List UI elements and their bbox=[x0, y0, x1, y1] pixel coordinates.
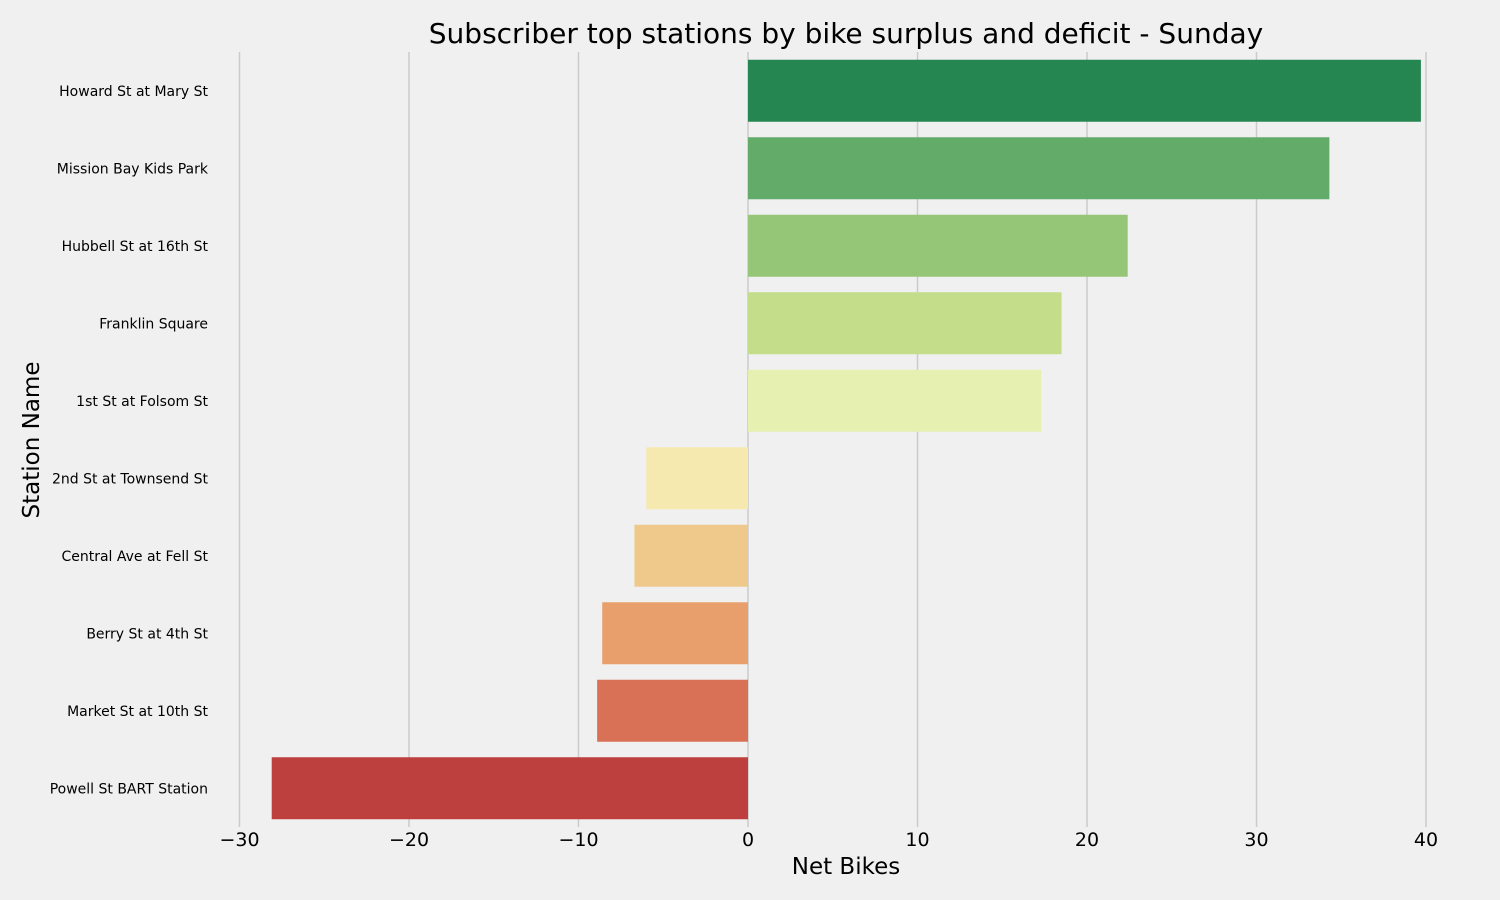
x-tick-label: 0 bbox=[742, 829, 754, 851]
category-label: Central Ave at Fell St bbox=[61, 549, 208, 565]
x-tick-label: 30 bbox=[1244, 829, 1268, 851]
category-label: Franklin Square bbox=[99, 316, 208, 332]
x-axis-title: Net Bikes bbox=[792, 854, 901, 880]
bar bbox=[748, 369, 1042, 432]
bar bbox=[634, 524, 748, 587]
category-label: 2nd St at Townsend St bbox=[52, 471, 209, 487]
chart-title: Subscriber top stations by bike surplus … bbox=[429, 17, 1263, 50]
bar bbox=[748, 137, 1330, 200]
bar bbox=[748, 214, 1128, 277]
bars bbox=[271, 59, 1421, 820]
category-label: Berry St at 4th St bbox=[86, 626, 208, 642]
x-tick-label: −10 bbox=[558, 829, 598, 851]
bar bbox=[748, 59, 1421, 122]
x-tick-labels: −30 −20 −10 0 10 20 30 40 bbox=[219, 829, 1438, 851]
x-tick-label: 10 bbox=[905, 829, 929, 851]
x-tick-label: 40 bbox=[1414, 829, 1438, 851]
category-labels: Howard St at Mary St Mission Bay Kids Par… bbox=[50, 84, 209, 798]
bar bbox=[646, 447, 748, 510]
category-label: 1st St at Folsom St bbox=[76, 394, 208, 410]
bar bbox=[597, 679, 748, 742]
bar bbox=[748, 292, 1062, 355]
x-tick-label: −30 bbox=[219, 829, 259, 851]
bar bbox=[602, 602, 748, 665]
category-label: Mission Bay Kids Park bbox=[57, 161, 209, 177]
x-tick-label: −20 bbox=[389, 829, 429, 851]
category-label: Howard St at Mary St bbox=[59, 84, 208, 100]
bar bbox=[271, 757, 748, 820]
category-label: Powell St BART Station bbox=[50, 781, 208, 797]
category-label: Hubbell St at 16th St bbox=[62, 239, 209, 255]
y-axis-title: Station Name bbox=[19, 362, 45, 519]
x-tick-label: 20 bbox=[1075, 829, 1099, 851]
category-label: Market St at 10th St bbox=[67, 704, 208, 720]
